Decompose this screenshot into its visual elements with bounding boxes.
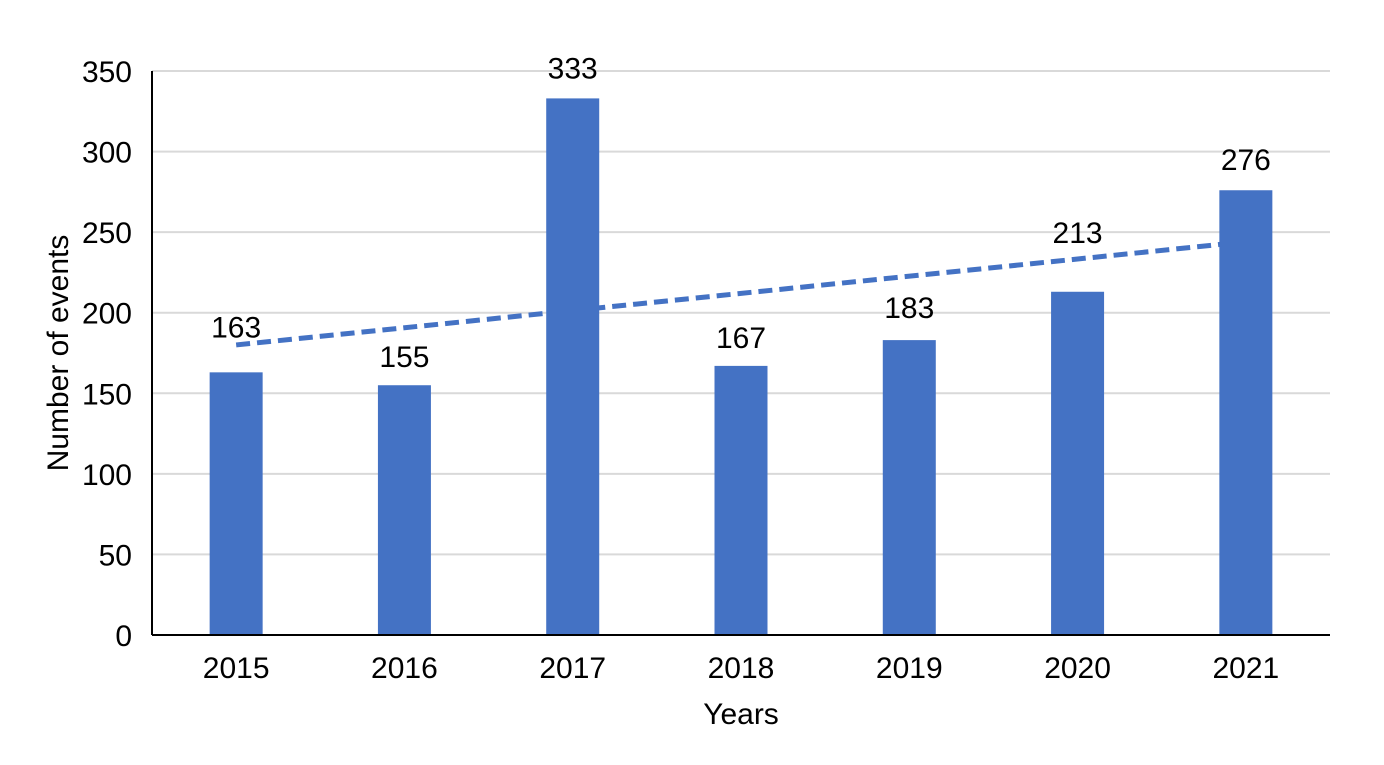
y-axis-title: Number of events	[42, 235, 75, 472]
x-tick-label: 2021	[1212, 652, 1279, 685]
x-tick-label: 2018	[708, 652, 775, 685]
axes	[151, 71, 1330, 636]
y-tick-label: 0	[115, 620, 132, 653]
bar-2016	[377, 385, 431, 635]
data-label-2021: 276	[1221, 144, 1271, 177]
x-axis-title: Years	[703, 698, 779, 731]
y-tick-label: 250	[82, 217, 132, 250]
trendline-layer	[235, 239, 1247, 348]
x-tick-labels: 2015 2016 2017 2018 2019 2020 2021	[203, 652, 1279, 685]
data-label-2016: 155	[379, 341, 429, 374]
bars	[209, 98, 1273, 635]
data-label-2018: 167	[716, 322, 766, 355]
data-label-2015: 163	[211, 311, 261, 344]
data-labels: 163 155 333 167 183 213 276	[211, 52, 1271, 374]
x-tick-label: 2016	[371, 652, 438, 685]
bar-2018	[714, 365, 768, 635]
data-label-2019: 183	[884, 292, 934, 325]
y-tick-labels: 0 50 100 150 200 250 300 350	[82, 56, 132, 653]
bar-2015	[209, 372, 263, 635]
bar-2020	[1051, 291, 1105, 635]
y-tick-label: 150	[82, 378, 132, 411]
data-label-2017: 333	[548, 52, 598, 85]
x-tick-label: 2017	[539, 652, 606, 685]
y-tick-label: 100	[82, 459, 132, 492]
data-label-2020: 213	[1053, 217, 1103, 250]
bar-2019	[882, 340, 936, 635]
x-tick-label: 2020	[1044, 652, 1111, 685]
trendline	[235, 239, 1247, 348]
x-tick-label: 2015	[203, 652, 270, 685]
y-tick-label: 350	[82, 56, 132, 89]
y-tick-label: 300	[82, 137, 132, 170]
y-tick-label: 200	[82, 298, 132, 331]
bar-2021	[1219, 190, 1273, 635]
bar-2017	[546, 98, 600, 635]
y-tick-label: 50	[99, 539, 132, 572]
x-tick-label: 2019	[876, 652, 943, 685]
